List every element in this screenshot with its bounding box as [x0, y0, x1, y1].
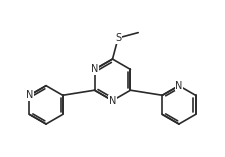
Text: N: N	[109, 96, 116, 106]
Text: S: S	[115, 33, 121, 43]
Text: N: N	[91, 65, 98, 74]
Text: N: N	[26, 90, 33, 100]
Text: N: N	[175, 81, 183, 91]
